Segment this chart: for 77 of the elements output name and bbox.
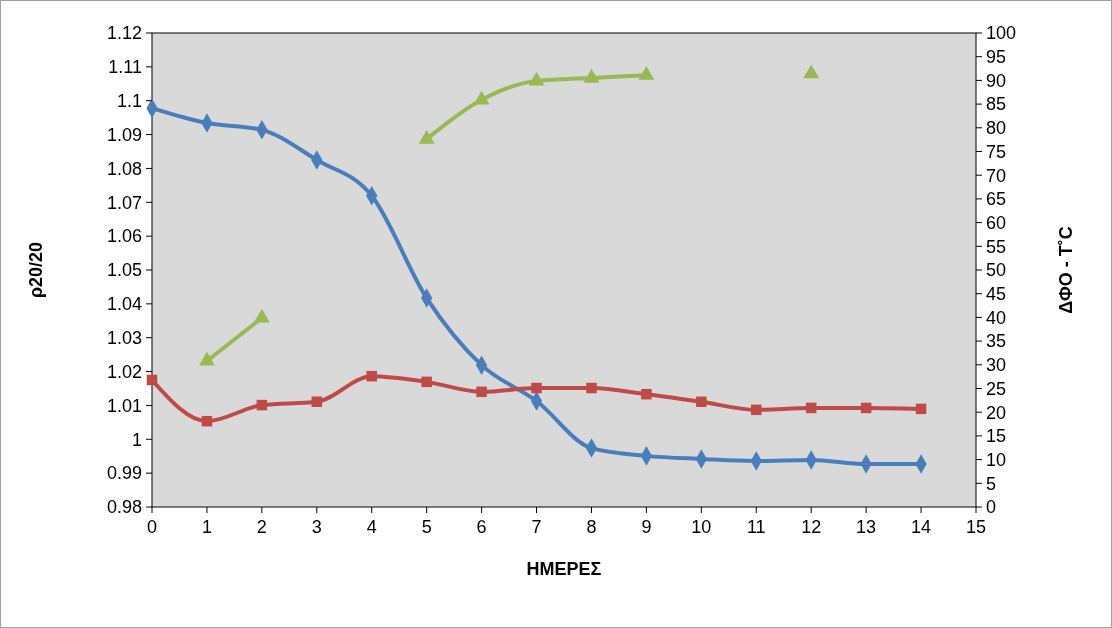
point bbox=[586, 382, 597, 394]
point bbox=[641, 388, 652, 400]
x-tick-label: 3 bbox=[311, 517, 322, 537]
point bbox=[366, 370, 377, 382]
point bbox=[805, 402, 817, 414]
y-tick-label: 1.05 bbox=[106, 260, 142, 281]
x-tick-label: 7 bbox=[531, 517, 542, 537]
x-tick-label: 9 bbox=[641, 517, 652, 537]
y2-tick-label: 35 bbox=[986, 331, 1007, 352]
point bbox=[256, 399, 268, 411]
y-tick-label: 1.06 bbox=[106, 226, 142, 247]
y2-tick-label: 55 bbox=[986, 236, 1007, 257]
x-tick-label: 0 bbox=[146, 517, 158, 537]
point bbox=[751, 404, 762, 416]
y-tick-label: 1.04 bbox=[106, 294, 142, 315]
x-axis-title: ΗΜΕΡΕΣ bbox=[526, 559, 602, 579]
x-tick-label: 1 bbox=[201, 517, 212, 537]
point bbox=[803, 64, 820, 79]
y2-tick-label: 30 bbox=[986, 355, 1007, 376]
y2-tick-label: 20 bbox=[986, 402, 1007, 423]
y-tick-label: 1.07 bbox=[106, 192, 142, 213]
x-tick-label: 2 bbox=[256, 517, 267, 537]
x-tick-label: 11 bbox=[746, 517, 766, 537]
x-tick-label: 6 bbox=[476, 517, 487, 537]
y-tick-label: 1.12 bbox=[106, 23, 142, 44]
point bbox=[696, 396, 707, 408]
y-tick-label: 1.02 bbox=[106, 361, 142, 382]
y2-tick-label: 60 bbox=[986, 212, 1007, 233]
y-tick-label: 1.08 bbox=[106, 158, 142, 179]
y-tick-label: 1 bbox=[131, 429, 142, 450]
y2-tick-label: 10 bbox=[986, 449, 1007, 470]
y2-tick-label: 25 bbox=[986, 378, 1007, 399]
y2-tick-label: 15 bbox=[986, 426, 1007, 447]
x-tick-label: 5 bbox=[421, 517, 432, 537]
point bbox=[253, 308, 270, 323]
y-tick-label: 1.1 bbox=[116, 91, 142, 112]
point bbox=[638, 65, 655, 80]
point bbox=[311, 396, 323, 408]
point bbox=[476, 386, 487, 398]
x-tick-label: 13 bbox=[856, 517, 877, 537]
y-tick-label: 1.11 bbox=[108, 57, 142, 78]
point bbox=[860, 402, 872, 414]
point bbox=[915, 403, 927, 415]
y2-tick-label: 0 bbox=[986, 497, 997, 518]
point bbox=[473, 90, 490, 105]
y-tick-label: 0.99 bbox=[106, 463, 142, 484]
y2-tick-label: 85 bbox=[986, 94, 1007, 115]
y2-tick-label: 95 bbox=[986, 47, 1007, 67]
y2-tick-label: 50 bbox=[986, 260, 1007, 281]
y-tick-label: 1.01 bbox=[106, 395, 142, 416]
x-tick-label: 14 bbox=[911, 517, 932, 537]
point bbox=[421, 376, 432, 388]
point bbox=[418, 129, 435, 144]
x-tick-label: 4 bbox=[366, 517, 377, 537]
y2-tick-label: 65 bbox=[986, 189, 1007, 210]
y2-tick-label: 45 bbox=[986, 284, 1007, 304]
x-tick-label: 12 bbox=[801, 517, 822, 537]
point bbox=[146, 374, 158, 386]
y2-tick-label: 75 bbox=[986, 141, 1007, 162]
y-tick-label: 1.09 bbox=[106, 124, 142, 145]
y2-tick-label: 40 bbox=[986, 307, 1007, 328]
y-tick-label: 0.98 bbox=[106, 497, 142, 518]
point bbox=[528, 71, 545, 86]
x-tick-label: 8 bbox=[586, 517, 597, 537]
y2-tick-label: 5 bbox=[986, 473, 997, 494]
point bbox=[531, 382, 542, 394]
y2-axis-title: ΔΦΟ - Τ˚C bbox=[1056, 226, 1076, 314]
y2-tick-label: 80 bbox=[986, 118, 1007, 139]
x-tick-label: 10 bbox=[691, 517, 712, 537]
point bbox=[583, 68, 600, 83]
y-axis-title: ρ20/20 bbox=[26, 241, 46, 299]
y2-tick-label: 90 bbox=[986, 70, 1007, 91]
point bbox=[201, 415, 213, 427]
y2-tick-label: 100 bbox=[986, 23, 1017, 44]
y-tick-label: 1.03 bbox=[106, 328, 142, 349]
x-tick-label: 15 bbox=[965, 517, 987, 537]
y2-tick-label: 70 bbox=[986, 165, 1007, 186]
